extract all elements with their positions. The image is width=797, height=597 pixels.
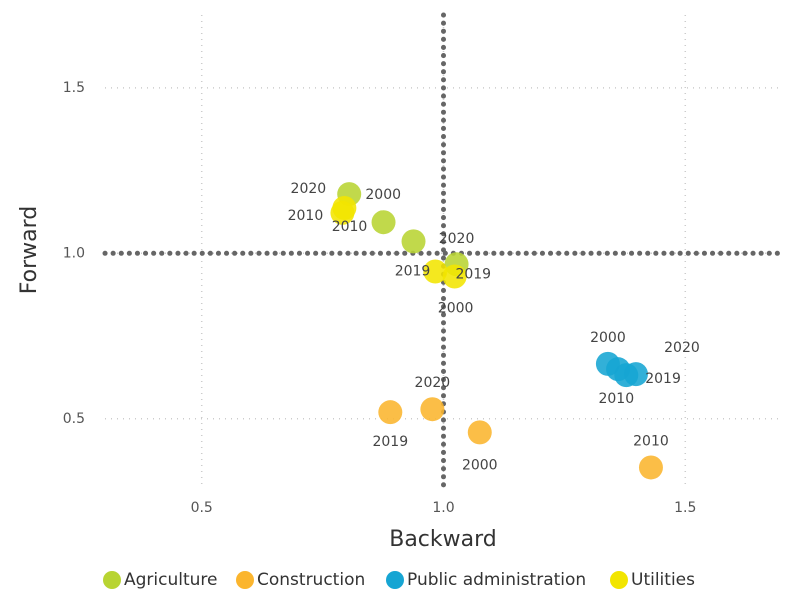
point-label: 2019 xyxy=(395,263,431,279)
y-tick-label: 1.0 xyxy=(63,245,85,261)
legend-label: Public administration xyxy=(407,570,586,590)
point xyxy=(467,420,492,445)
point-label: 2010 xyxy=(288,208,324,224)
legend-label: Construction xyxy=(257,570,365,590)
point-label: 2020 xyxy=(439,231,475,247)
point xyxy=(423,259,448,284)
point-label: 2000 xyxy=(590,330,626,346)
x-tick-label: 1.5 xyxy=(674,500,696,516)
point-label: 2010 xyxy=(598,391,634,407)
point xyxy=(420,397,445,422)
y-tick-label: 0.5 xyxy=(63,411,85,427)
x-tick-label: 1.0 xyxy=(432,500,454,516)
point xyxy=(378,400,403,425)
point-label: 2019 xyxy=(455,267,491,283)
legend-label: Agriculture xyxy=(124,570,218,590)
point xyxy=(401,229,426,254)
legend-marker xyxy=(386,571,404,589)
point-label: 2000 xyxy=(365,187,401,203)
point-label: 2020 xyxy=(291,181,327,197)
point-label: 2019 xyxy=(645,371,681,387)
point xyxy=(638,455,663,480)
point xyxy=(330,200,355,225)
point-label: 2010 xyxy=(633,433,669,449)
legend-marker xyxy=(236,571,254,589)
legend-label: Utilities xyxy=(631,570,695,590)
point-label: 2020 xyxy=(415,375,451,391)
point-label: 2000 xyxy=(462,457,498,473)
point xyxy=(371,210,396,235)
legend-marker xyxy=(103,571,121,589)
point-label: 2010 xyxy=(332,219,368,235)
point-label: 2020 xyxy=(664,340,700,356)
y-tick-label: 1.5 xyxy=(63,80,85,96)
point-label: 2000 xyxy=(438,300,474,316)
point xyxy=(623,362,648,387)
y-axis-label: Forward xyxy=(17,206,42,294)
x-tick-label: 0.5 xyxy=(191,500,213,516)
point xyxy=(442,264,467,289)
point-label: 2019 xyxy=(372,434,408,450)
legend-marker xyxy=(610,571,628,589)
x-axis-label: Backward xyxy=(389,527,497,552)
